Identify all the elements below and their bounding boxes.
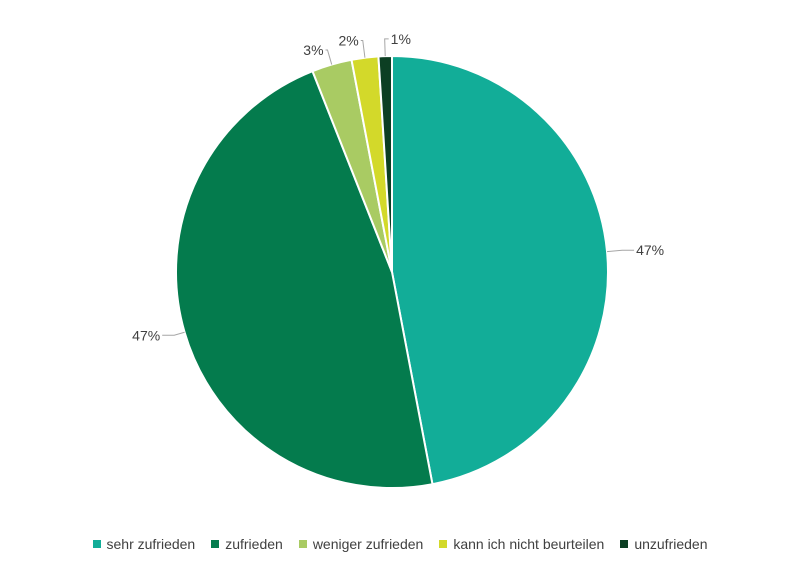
legend-item: zufrieden <box>211 536 283 552</box>
legend-swatch <box>211 540 220 548</box>
data-label-1: 47% <box>636 242 664 258</box>
legend-swatch <box>92 540 101 548</box>
leader-line-3 <box>325 49 333 65</box>
pie-slice-1 <box>391 54 609 486</box>
leader-line-5 <box>384 38 389 57</box>
leader-line-1 <box>606 249 635 253</box>
legend-swatch <box>620 540 629 548</box>
legend-label: weniger zufrieden <box>312 536 424 552</box>
legend-label: kann ich nicht beurteilen <box>453 536 605 552</box>
leader-line-4 <box>360 40 366 58</box>
pie-chart: 47% 47% 3% 2% 1% <box>132 31 664 489</box>
pie-slice-2 <box>175 69 434 489</box>
data-label-2: 47% <box>132 327 160 343</box>
legend-label: unzufrieden <box>634 536 708 552</box>
data-label-3: 3% <box>303 42 323 58</box>
legend-item: sehr zufrieden <box>92 536 196 552</box>
legend: sehr zufrieden zufrieden weniger zufrieden… <box>0 536 800 552</box>
legend-swatch <box>439 540 448 548</box>
legend-label: sehr zufrieden <box>106 536 196 552</box>
legend-item: unzufrieden <box>620 536 708 552</box>
leader-line-2 <box>162 331 185 336</box>
legend-label: zufrieden <box>225 536 283 552</box>
data-label-5: 1% <box>391 31 411 47</box>
legend-item: weniger zufrieden <box>298 536 424 552</box>
legend-swatch <box>298 540 307 548</box>
data-label-4: 2% <box>339 33 359 49</box>
legend-item: kann ich nicht beurteilen <box>439 536 604 552</box>
